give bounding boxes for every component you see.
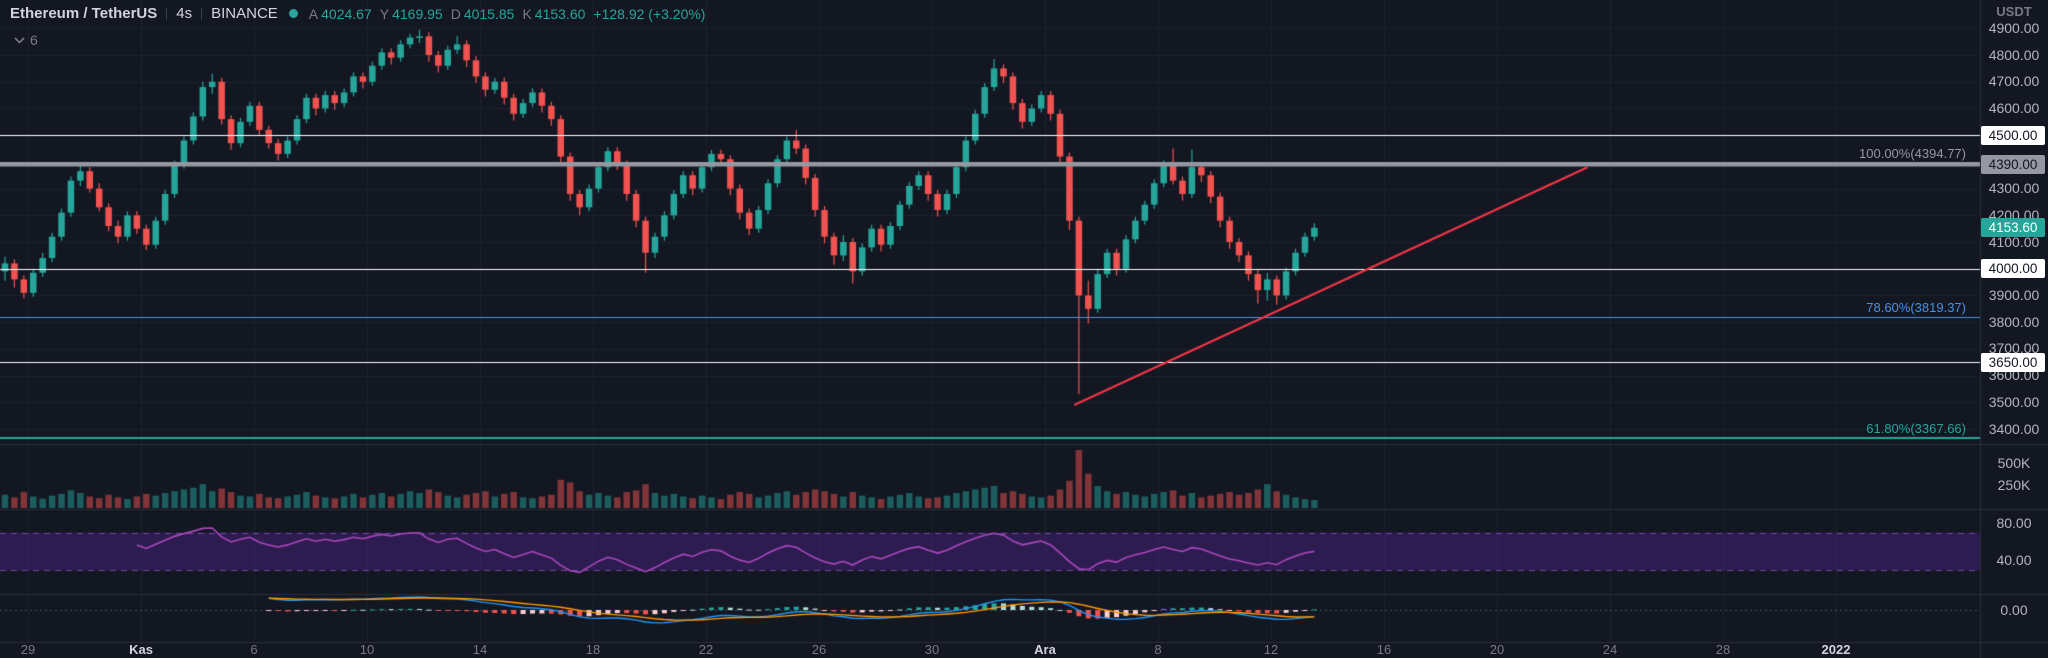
market-status-icon: [288, 9, 298, 18]
object-tree-toggle[interactable]: 6: [8, 30, 44, 50]
volume-axis-tick: 500K: [1997, 454, 2031, 471]
price-line-badge[interactable]: 4500.00: [1981, 125, 2045, 145]
time-axis-label: 16: [1376, 642, 1392, 657]
price-axis-tick: 4100.00: [1988, 233, 2040, 250]
time-axis-label: 18: [585, 642, 601, 657]
macd-axis-tick: 0.00: [2000, 601, 2028, 618]
price-axis-tick: 4300.00: [1988, 180, 2040, 197]
low-value: 4015.85: [463, 5, 515, 22]
time-axis-label: 26: [811, 642, 827, 657]
axis-currency-label: USDT: [1996, 4, 2032, 19]
time-axis-label: 30: [924, 642, 940, 657]
change-value: +128.92 (+3.20%): [593, 5, 706, 22]
time-axis-label: 28: [1715, 642, 1731, 657]
symbol-title[interactable]: Ethereum / TetherUS: [10, 5, 158, 22]
time-axis-label: 14: [472, 642, 488, 657]
time-axis-label: 8: [1154, 642, 1162, 657]
time-axis-label: Ara: [1034, 642, 1056, 657]
price-axis-tick: 4600.00: [1988, 99, 2040, 116]
price-axis-tick: 4800.00: [1988, 46, 2040, 63]
last-price-badge: 4153.60: [1981, 218, 2045, 238]
time-axis-label: 12: [1263, 642, 1279, 657]
open-label: A: [308, 5, 319, 22]
price-axis-tick: 3900.00: [1988, 286, 2040, 303]
chart-legend: Ethereum / TetherUS 4s BINANCE A 4024.67…: [10, 5, 705, 22]
time-axis-label: 29: [20, 642, 36, 657]
time-axis-label: 2022: [1821, 642, 1851, 657]
price-axis-tick: 4700.00: [1988, 73, 2040, 90]
price-axis-tick: 3400.00: [1988, 420, 2040, 437]
high-label: Y: [379, 5, 390, 22]
time-axis-label: 24: [1602, 642, 1618, 657]
time-axis-label: 6: [250, 642, 258, 657]
ohlc-legend: A 4024.67 Y 4169.95 D 4015.85 K 4153.60 …: [309, 6, 706, 22]
close-value: 4153.60: [534, 5, 586, 22]
volume-axis-tick: 250K: [1997, 476, 2031, 493]
legend-divider: [201, 7, 203, 20]
time-axis-label: 20: [1489, 642, 1505, 657]
price-line-badge[interactable]: 4000.00: [1981, 259, 2045, 279]
object-tree-count: 6: [30, 32, 38, 48]
time-axis-label: Kas: [129, 642, 153, 657]
high-value: 4169.95: [392, 5, 443, 22]
time-axis[interactable]: 29 Kas 6 10 14 18 22 26 30 Ara 8 12 16 20 24 28 2022: [0, 642, 1980, 658]
price-line-badge[interactable]: 3650.00: [1981, 352, 2045, 372]
price-axis[interactable]: USDT 4900.00 4800.00 4700.00 4600.00 4300.00…: [1980, 0, 2048, 642]
rsi-axis-tick: 80.00: [1996, 514, 2032, 531]
chevron-down-icon: [14, 36, 25, 44]
legend-divider: [166, 7, 168, 20]
rsi-axis-tick: 40.00: [1996, 552, 2032, 569]
price-axis-tick: 3800.00: [1988, 313, 2040, 330]
time-axis-label: 10: [359, 642, 375, 657]
interval-label[interactable]: 4s: [176, 5, 193, 22]
price-axis-tick: 4900.00: [1988, 19, 2040, 36]
exchange-label[interactable]: BINANCE: [211, 5, 278, 22]
price-axis-tick: 3500.00: [1988, 393, 2040, 410]
price-line-badge[interactable]: 4390.00: [1981, 155, 2045, 175]
low-label: D: [450, 5, 461, 22]
open-value: 4024.67: [321, 5, 372, 22]
time-axis-label: 22: [698, 642, 714, 657]
close-label: K: [522, 5, 532, 22]
price-axis-tick: 3700.00: [1988, 340, 2040, 357]
